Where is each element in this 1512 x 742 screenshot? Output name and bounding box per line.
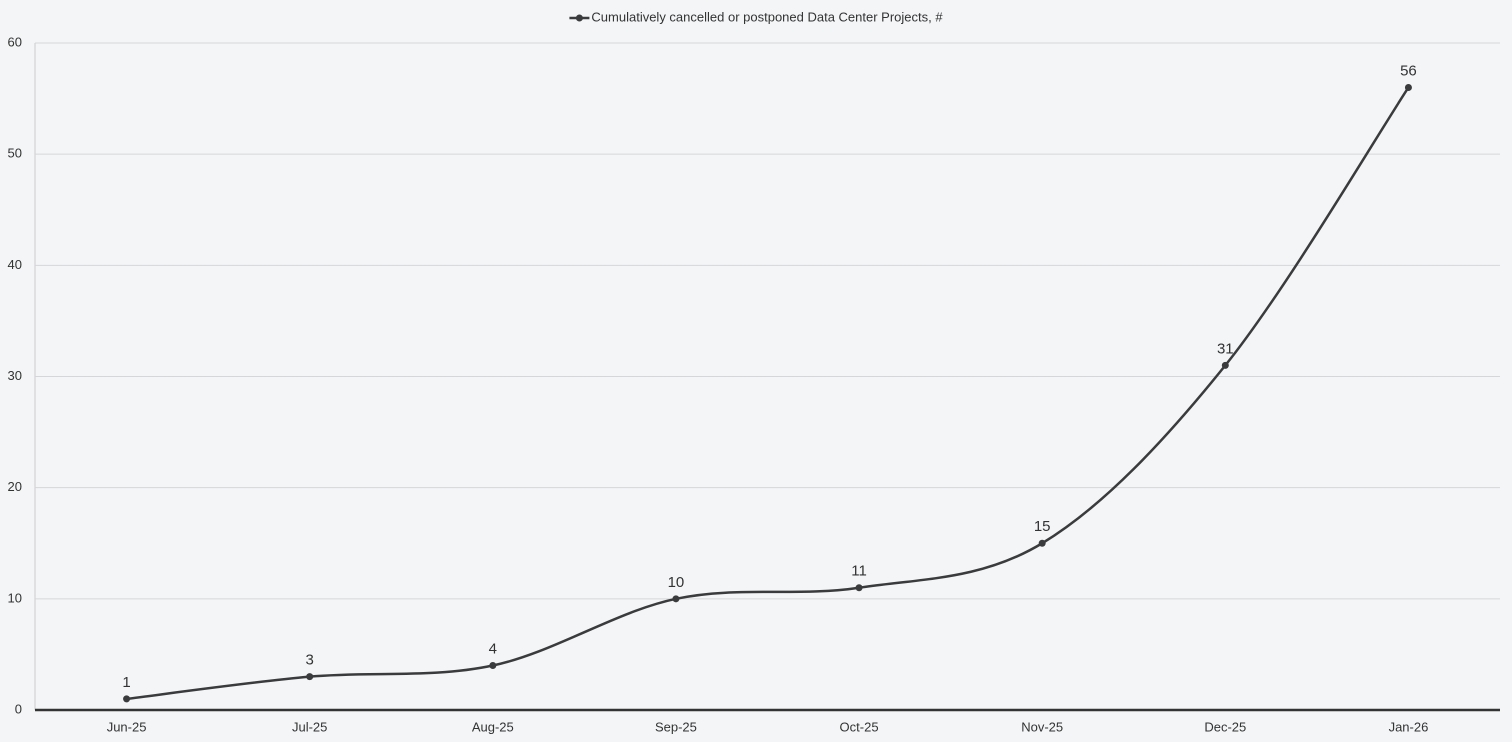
x-tick-label: Jan-26 xyxy=(1389,719,1429,734)
y-tick-label: 20 xyxy=(8,479,22,494)
data-label: 3 xyxy=(306,652,314,669)
data-point xyxy=(672,595,680,603)
data-label: 15 xyxy=(1034,518,1051,535)
x-tick-label: Aug-25 xyxy=(472,719,514,734)
data-point xyxy=(489,662,497,670)
x-tick-label: Jun-25 xyxy=(107,719,147,734)
data-point xyxy=(1221,361,1229,369)
data-point xyxy=(123,695,131,703)
data-label: 31 xyxy=(1217,340,1234,357)
y-tick-label: 60 xyxy=(8,34,22,49)
data-label: 11 xyxy=(851,563,867,580)
data-point xyxy=(1404,83,1412,91)
x-tick-label: Nov-25 xyxy=(1021,719,1063,734)
data-label: 4 xyxy=(489,641,497,658)
y-tick-label: 10 xyxy=(8,590,22,605)
y-tick-label: 40 xyxy=(8,257,22,272)
x-tick-label: Jul-25 xyxy=(292,719,327,734)
legend-marker xyxy=(575,14,583,22)
x-tick-label: Sep-25 xyxy=(655,719,697,734)
data-label: 10 xyxy=(668,574,685,591)
y-tick-label: 0 xyxy=(15,701,22,716)
legend-label: Cumulatively cancelled or postponed Data… xyxy=(591,9,943,24)
x-tick-label: Dec-25 xyxy=(1204,719,1246,734)
x-tick-label: Oct-25 xyxy=(840,719,879,734)
data-point xyxy=(306,673,314,681)
data-point xyxy=(1038,539,1046,547)
y-tick-label: 30 xyxy=(8,368,22,383)
data-label: 1 xyxy=(122,674,130,691)
data-point xyxy=(855,584,863,592)
data-label: 56 xyxy=(1400,62,1417,79)
y-tick-label: 50 xyxy=(8,146,22,161)
